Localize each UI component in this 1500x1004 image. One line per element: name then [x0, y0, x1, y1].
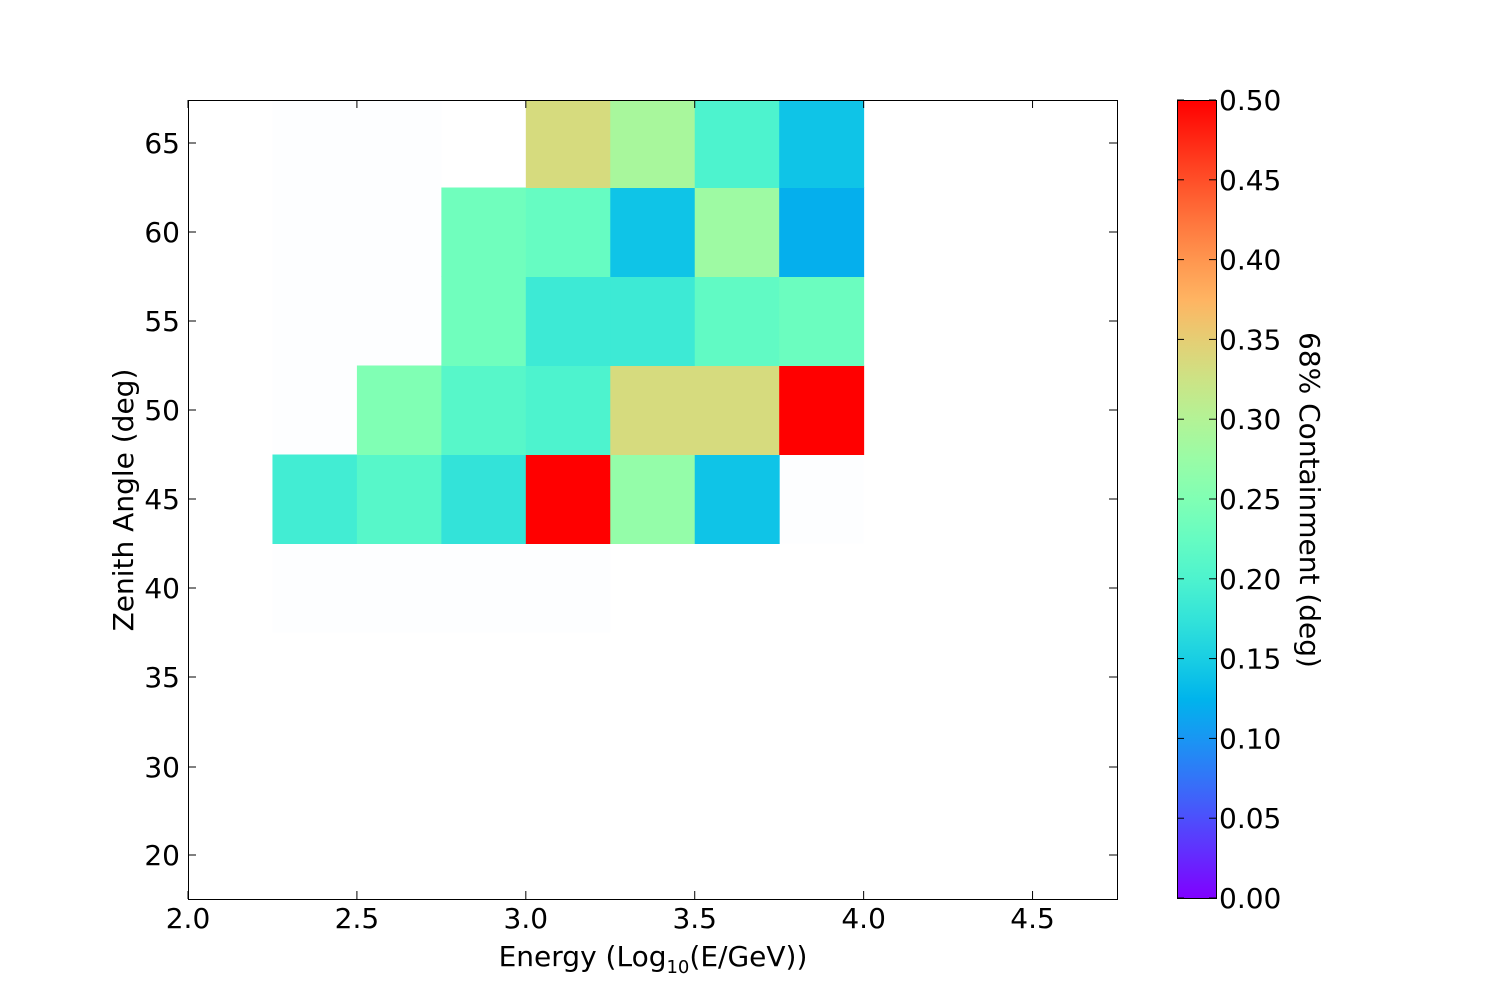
- x-tick-label: 2.0: [166, 902, 211, 935]
- heatmap-cell: [525, 276, 611, 366]
- heatmap-cell: [779, 187, 865, 277]
- x-axis-label-prefix: Energy (Log: [499, 940, 667, 973]
- colorbar-tick-label: 0.45: [1219, 164, 1281, 197]
- heatmap-cell: [525, 454, 611, 544]
- colorbar-tick-label: 0.05: [1219, 802, 1281, 835]
- colorbar-tick-label: 0.20: [1219, 563, 1281, 596]
- y-tick-label: 30: [144, 751, 180, 784]
- heatmap-cell: [694, 100, 780, 188]
- y-axis-ticks: 20 30 35 40 45 50 55 60 65: [144, 127, 1117, 872]
- colorbar-tick-label: 0.25: [1219, 483, 1281, 516]
- y-tick-label: 45: [144, 483, 180, 516]
- heatmap-cell: [356, 454, 442, 544]
- x-tick-label: 3.0: [504, 902, 549, 935]
- heatmap-cell: [441, 454, 527, 544]
- colorbar-tick-label: 0.40: [1219, 244, 1281, 277]
- x-axis-label: Energy (Log10(E/GeV)): [499, 940, 808, 978]
- heatmap-cell: [610, 365, 696, 455]
- heatmap-cell: [356, 365, 442, 455]
- heatmap-cell: [610, 100, 696, 188]
- colorbar-tick-label: 0.35: [1219, 323, 1281, 356]
- colorbar-tick-label: 0.10: [1219, 722, 1281, 755]
- heatmap-cell: [441, 276, 527, 366]
- heatmap-cell: [610, 187, 696, 277]
- y-axis-label: Zenith Angle (deg): [107, 369, 140, 632]
- heatmap-cell: [779, 365, 865, 455]
- heatmap-cell: [779, 100, 865, 188]
- x-axis-ticks: 2.0 2.5 3.0 3.5 4.0 4.5: [166, 100, 1055, 935]
- colorbar-label: 68% Containment (deg): [1293, 332, 1326, 668]
- heatmap-cell: [525, 100, 611, 188]
- y-tick-label: 50: [144, 394, 180, 427]
- x-tick-label: 4.5: [1010, 902, 1055, 935]
- heatmap-cell: [272, 454, 358, 544]
- heatmap-cell-empty: [779, 454, 864, 544]
- heatmap-cell: [694, 187, 780, 277]
- colorbar-tick-label: 0.30: [1219, 403, 1281, 436]
- y-tick-label: 65: [144, 127, 180, 160]
- y-tick-label: 20: [144, 839, 180, 872]
- heatmap-cell: [525, 365, 611, 455]
- heatmap-cell: [525, 187, 611, 277]
- heatmap-cell: [610, 276, 696, 366]
- heatmap-cell-empty: [272, 543, 526, 633]
- heatmap-cell: [694, 454, 780, 544]
- colorbar-tick-label: 0.50: [1219, 84, 1281, 117]
- y-tick-label: 35: [144, 661, 180, 694]
- colorbar-tick-label: 0.15: [1219, 643, 1281, 676]
- heatmap-cell: [610, 454, 696, 544]
- heatmap-cell: [779, 276, 865, 366]
- x-tick-label: 2.5: [335, 902, 380, 935]
- heatmap-cell: [694, 276, 780, 366]
- y-tick-label: 40: [144, 572, 180, 605]
- x-axis-label-subscript: 10: [666, 957, 689, 978]
- x-axis-label-suffix: (E/GeV)): [689, 940, 807, 973]
- y-tick-label: 60: [144, 216, 180, 249]
- heatmap-cell: [441, 187, 527, 277]
- heatmap-cells: [272, 100, 865, 633]
- heatmap-cell-empty: [525, 543, 611, 633]
- heatmap-cell: [441, 365, 527, 455]
- x-tick-label: 3.5: [672, 902, 717, 935]
- plot-frame: [188, 100, 1118, 900]
- colorbar-tick-label: 0.00: [1219, 882, 1281, 915]
- x-tick-label: 4.0: [841, 902, 886, 935]
- y-tick-label: 55: [144, 305, 180, 338]
- heatmap-cell: [694, 365, 780, 455]
- colorbar-ticks: 0.00 0.05 0.10 0.15 0.20 0.25 0.30 0.35 0.40 0.45…: [1177, 84, 1281, 915]
